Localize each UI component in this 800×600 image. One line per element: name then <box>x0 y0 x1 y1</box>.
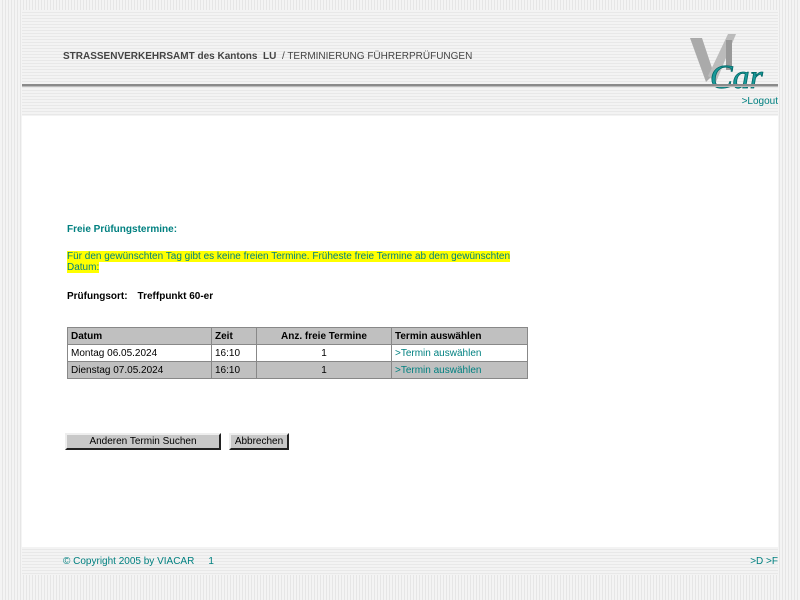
location-label: Prüfungsort: <box>67 291 128 302</box>
cancel-button[interactable]: Abbrechen <box>229 433 289 450</box>
cell-count: 1 <box>256 361 392 379</box>
svg-text:Car: Car <box>710 59 764 92</box>
org-name: STRASSENVERKEHRSAMT des Kantons <box>63 51 258 62</box>
col-datum: Datum <box>67 327 212 345</box>
header-title: STRASSENVERKEHRSAMT des Kantons LU / TER… <box>63 51 472 62</box>
header-divider <box>22 84 778 87</box>
cell-date: Montag 06.05.2024 <box>67 344 212 362</box>
appointments-table: Datum Zeit Anz. freie Termine Termin aus… <box>67 327 528 379</box>
location-info: Prüfungsort: Treffpunkt 60-er <box>67 291 213 302</box>
table-row: Dienstag 07.05.2024 16:10 1 >Termin ausw… <box>67 361 528 379</box>
page-heading: Freie Prüfungstermine: <box>67 224 178 235</box>
col-select: Termin auswählen <box>391 327 528 345</box>
location-value: Treffpunkt 60-er <box>137 291 214 302</box>
main-content: Freie Prüfungstermine: Für den gewünscht… <box>22 116 778 547</box>
notice-message: Für den gewünschten Tag gibt es keine fr… <box>67 251 512 273</box>
page-frame: STRASSENVERKEHRSAMT des Kantons LU / TER… <box>22 10 778 575</box>
select-appointment-link[interactable]: >Termin auswählen <box>395 347 482 359</box>
page-number: 1 <box>208 556 214 567</box>
section-title: / TERMINIERUNG FÜHRERPRÜFUNGEN <box>281 51 473 62</box>
table-row: Montag 06.05.2024 16:10 1 >Termin auswäh… <box>67 344 528 362</box>
footer-copyright: © Copyright 2005 by VIACAR 1 <box>63 556 214 567</box>
select-appointment-link[interactable]: >Termin auswählen <box>395 364 482 376</box>
col-count: Anz. freie Termine <box>256 327 392 345</box>
table-header: Datum Zeit Anz. freie Termine Termin aus… <box>67 327 528 345</box>
cell-time: 16:10 <box>211 361 257 379</box>
canton: LU <box>263 51 277 62</box>
logout-link[interactable]: >Logout <box>741 96 778 107</box>
copyright-text: © Copyright 2005 by VIACAR <box>63 556 195 567</box>
cell-count: 1 <box>256 344 392 362</box>
viacar-logo: Car <box>690 34 764 92</box>
cell-time: 16:10 <box>211 344 257 362</box>
search-other-button[interactable]: Anderen Termin Suchen <box>65 433 221 450</box>
cell-date: Dienstag 07.05.2024 <box>67 361 212 379</box>
language-links[interactable]: >D >F <box>750 556 778 567</box>
col-zeit: Zeit <box>211 327 257 345</box>
notice-text: Für den gewünschten Tag gibt es keine fr… <box>67 251 511 273</box>
